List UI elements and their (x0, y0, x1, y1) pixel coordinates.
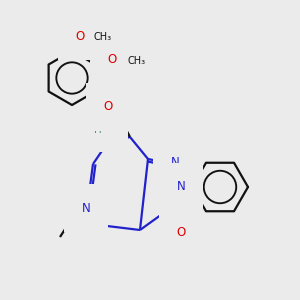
Text: N: N (177, 181, 185, 194)
Text: H: H (94, 125, 102, 135)
Text: CH₃: CH₃ (94, 32, 112, 42)
Text: CH₃: CH₃ (128, 56, 146, 65)
Text: N: N (82, 202, 90, 214)
Text: O: O (176, 226, 186, 238)
Text: O: O (108, 53, 117, 66)
Text: N: N (171, 155, 179, 169)
Text: N: N (102, 122, 110, 134)
Text: O: O (75, 29, 85, 43)
Text: O: O (103, 100, 112, 113)
